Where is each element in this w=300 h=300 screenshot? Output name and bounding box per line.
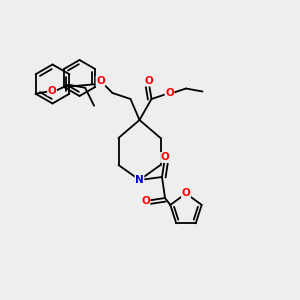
Text: O: O [48,86,56,96]
Text: O: O [165,88,174,98]
Text: O: O [96,76,105,86]
Text: O: O [182,188,190,199]
Text: O: O [160,152,169,163]
Text: O: O [144,76,153,86]
Text: O: O [141,196,150,206]
Text: N: N [135,175,144,185]
